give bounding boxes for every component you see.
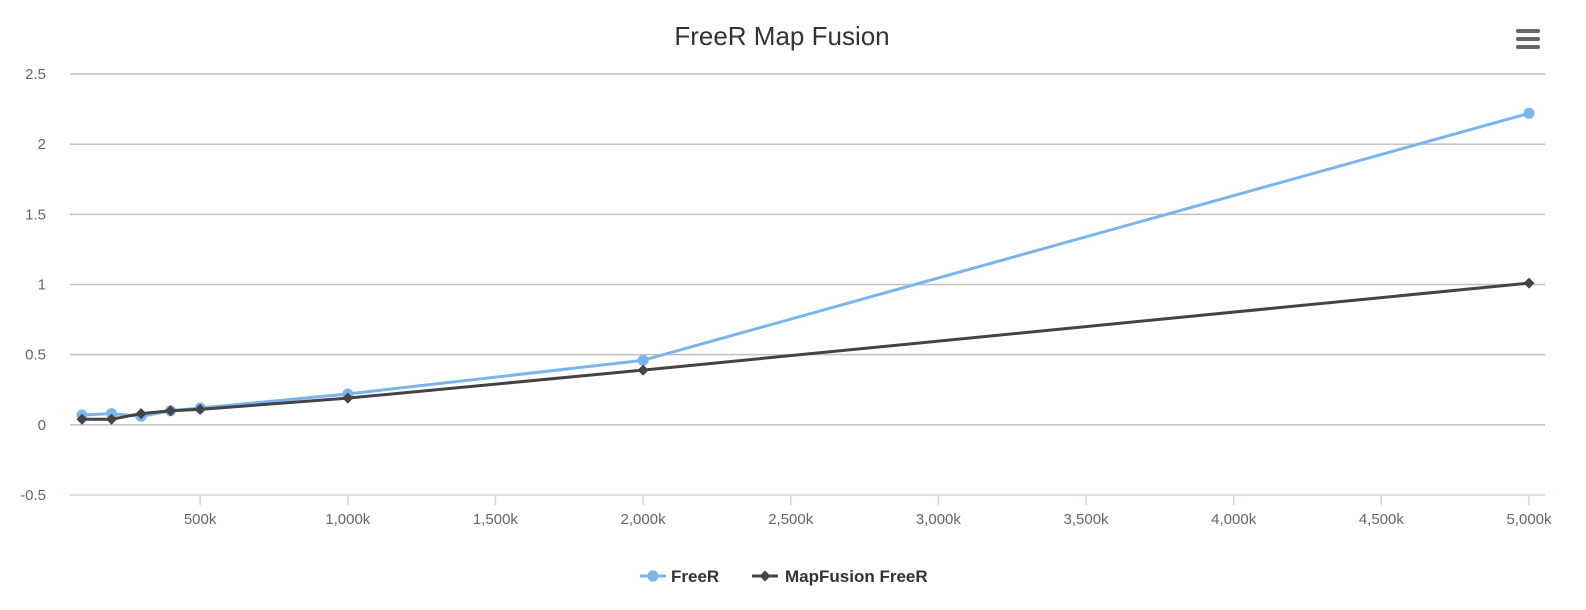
data-point-marker[interactable] bbox=[342, 392, 354, 404]
data-point-marker[interactable] bbox=[1523, 107, 1535, 119]
legend: FreeR MapFusion FreeR bbox=[640, 567, 928, 586]
x-tick-label: 1,500k bbox=[473, 511, 519, 528]
x-tick-label: 4,500k bbox=[1359, 511, 1405, 528]
y-tick-label: 2.5 bbox=[25, 66, 46, 83]
x-tick-label: 3,500k bbox=[1064, 511, 1110, 528]
y-tick-label: -0.5 bbox=[20, 487, 46, 504]
chart-context-menu-button[interactable] bbox=[1510, 22, 1546, 56]
data-point-marker[interactable] bbox=[76, 413, 88, 425]
x-tick-label: 2,500k bbox=[768, 511, 814, 528]
x-axis: 500k 1,000k 1,500k 2,000k 2,500k 3,000k 3,500k… bbox=[70, 494, 1552, 528]
series-line[interactable] bbox=[80, 281, 1531, 421]
series-mapfusion-freer[interactable] bbox=[76, 277, 1535, 425]
legend-item-mapfusion-freer[interactable]: MapFusion FreeR bbox=[752, 567, 928, 586]
data-point-marker[interactable] bbox=[637, 354, 649, 366]
x-tick-label: 2,000k bbox=[621, 511, 667, 528]
legend-item-freer[interactable]: FreeR bbox=[640, 567, 719, 586]
chart-title: FreeR Map Fusion bbox=[674, 21, 889, 51]
y-axis-tick-labels: -0.5 0 0.5 1 1.5 2 2.5 bbox=[20, 66, 46, 504]
x-tick-label: 3,000k bbox=[916, 511, 962, 528]
legend-label: MapFusion FreeR bbox=[785, 567, 928, 586]
y-tick-label: 0 bbox=[38, 417, 46, 434]
data-point-marker[interactable] bbox=[106, 413, 118, 425]
legend-label: FreeR bbox=[671, 567, 719, 586]
data-point-marker[interactable] bbox=[194, 403, 206, 415]
x-tick-label: 5,000k bbox=[1506, 511, 1552, 528]
x-tick-label: 500k bbox=[184, 511, 217, 528]
y-tick-label: 1 bbox=[38, 277, 46, 294]
data-point-marker[interactable] bbox=[637, 364, 649, 376]
hamburger-menu-icon bbox=[1516, 29, 1540, 49]
series-layer bbox=[76, 107, 1535, 425]
legend-marker-symbol bbox=[759, 570, 771, 582]
data-point-marker[interactable] bbox=[106, 408, 118, 420]
y-tick-label: 1.5 bbox=[25, 206, 46, 223]
y-tick-label: 0.5 bbox=[25, 347, 46, 364]
y-tick-label: 2 bbox=[38, 136, 46, 153]
legend-marker-symbol bbox=[647, 570, 659, 582]
data-point-marker[interactable] bbox=[1523, 277, 1535, 289]
x-tick-label: 4,000k bbox=[1211, 511, 1257, 528]
x-tick-label: 1,000k bbox=[325, 511, 371, 528]
data-point-marker[interactable] bbox=[135, 408, 147, 420]
data-point-marker[interactable] bbox=[165, 405, 177, 417]
